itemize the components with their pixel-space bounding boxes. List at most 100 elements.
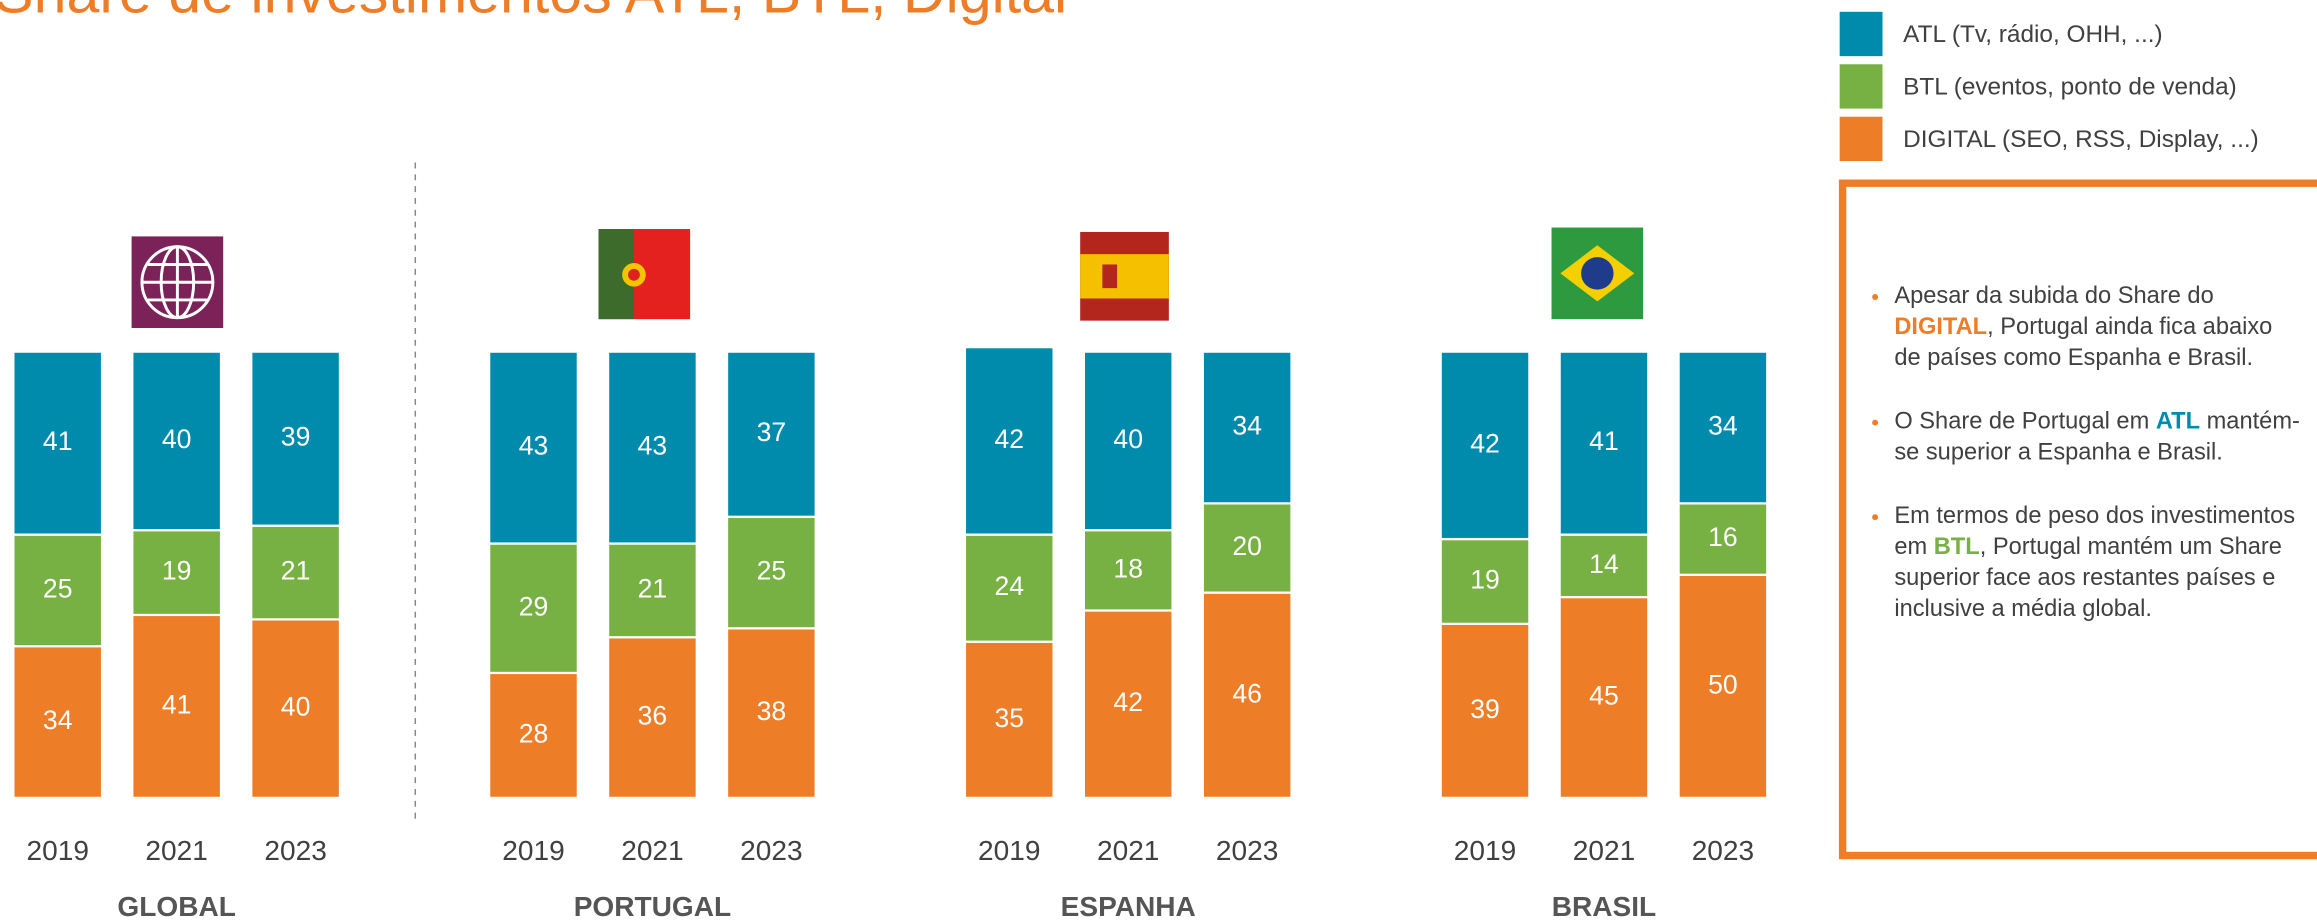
data-label: 36 (638, 701, 668, 731)
group-label: ESPANHA (1061, 891, 1196, 922)
group-label: PORTUGAL (574, 891, 731, 922)
data-label: 39 (281, 422, 311, 452)
note-keyword: BTL (1933, 534, 1980, 560)
bar-segment (1439, 622, 1531, 799)
globe-icon (131, 236, 224, 329)
bar-segment (963, 533, 1055, 643)
data-label: 19 (1470, 564, 1500, 594)
x-tick-label: 2021 (145, 835, 207, 866)
x-tick-label: 2023 (1692, 835, 1754, 866)
data-label: 24 (994, 571, 1024, 601)
data-label: 21 (281, 556, 311, 586)
bar-segment (725, 350, 817, 518)
bar-segment (131, 350, 223, 532)
data-label: 41 (162, 689, 192, 719)
data-label: 34 (1232, 411, 1262, 441)
data-label: 20 (1232, 531, 1262, 561)
note-text: mantém-se superior a Espanha e Brasil. (1894, 409, 2300, 466)
data-label: 50 (1708, 669, 1738, 699)
data-label: 18 (1113, 553, 1143, 583)
legend-label: ATL (Tv, rádio, OHH, ...) (1903, 21, 2162, 48)
bar-segment (1439, 350, 1531, 541)
x-tick-label: 2021 (1573, 835, 1635, 866)
bar-segment (1082, 529, 1174, 612)
group-label: BRASIL (1552, 891, 1656, 922)
bar-segment (488, 671, 579, 799)
flag-brazil (1551, 227, 1644, 320)
bar-segment (488, 542, 579, 675)
note-item: Em termos de peso dos investimentos em B… (1894, 501, 2302, 625)
group-label: GLOBAL (117, 891, 235, 922)
notes-box (1838, 179, 2317, 860)
data-label: 25 (43, 573, 73, 603)
data-label: 41 (43, 426, 73, 456)
data-label: 46 (1232, 678, 1262, 708)
bar-segment (250, 524, 342, 621)
bar-segment (606, 542, 698, 639)
x-tick-label: 2021 (621, 835, 683, 866)
bar-segment (963, 640, 1055, 799)
data-label: 40 (1113, 424, 1143, 454)
x-tick-label: 2023 (264, 835, 326, 866)
note-text: , Portugal mantém um Share superior face… (1894, 534, 2282, 623)
note-keyword: ATL (2155, 409, 2201, 435)
note-item: Apesar da subida do Share do DIGITAL, Po… (1894, 281, 2302, 374)
bar-segment (1558, 350, 1650, 536)
bar-segment (725, 515, 817, 630)
bar-segment (1201, 502, 1293, 594)
flag-spain (1080, 231, 1169, 321)
data-label: 43 (638, 431, 668, 461)
data-label: 19 (162, 556, 192, 586)
data-label: 43 (519, 431, 549, 461)
data-label: 39 (1470, 694, 1500, 724)
data-label: 35 (994, 703, 1024, 733)
legend-swatch (1839, 116, 1883, 162)
bar-segment (963, 346, 1055, 536)
legend-label: DIGITAL (SEO, RSS, Display, ...) (1903, 126, 2259, 153)
data-label: 37 (757, 417, 787, 447)
data-label: 38 (757, 696, 787, 726)
flag-portugal (598, 229, 691, 320)
x-tick-label: 2019 (26, 835, 88, 866)
legend-swatch (1839, 11, 1883, 57)
bar-segment (250, 350, 342, 527)
bar-segment (12, 350, 104, 536)
data-label: 42 (1113, 687, 1143, 717)
legend-label: BTL (eventos, ponto de venda) (1903, 73, 2237, 100)
bar-segment (1439, 537, 1531, 625)
data-label: 25 (757, 556, 787, 586)
data-label: 42 (1470, 428, 1500, 458)
bar-segment (131, 529, 223, 617)
data-label: 34 (43, 705, 73, 735)
note-text: , Portugal ainda fica abaixo de países c… (1894, 314, 2273, 371)
x-tick-label: 2019 (502, 835, 564, 866)
note-text: Apesar da subida do Share do (1894, 283, 2214, 309)
note-item: O Share de Portugal em ATL mantém-se sup… (1894, 406, 2302, 468)
data-label: 40 (162, 424, 192, 454)
x-tick-label: 2023 (1216, 835, 1278, 866)
x-tick-label: 2019 (978, 835, 1040, 866)
bar-segment (606, 350, 698, 545)
data-label: 42 (994, 424, 1024, 454)
x-tick-label: 2023 (740, 835, 802, 866)
data-label: 45 (1589, 681, 1619, 711)
data-label: 41 (1589, 426, 1619, 456)
bar-segment (1558, 533, 1650, 599)
bar-segment (1677, 573, 1769, 799)
data-label: 40 (281, 692, 311, 722)
data-label: 16 (1708, 522, 1738, 552)
data-label: 14 (1589, 549, 1619, 579)
note-keyword: DIGITAL (1894, 314, 1988, 340)
bar-segment (1201, 350, 1293, 505)
bar-segment (1082, 350, 1174, 532)
data-label: 21 (638, 573, 668, 603)
legend-swatch (1839, 64, 1883, 109)
x-tick-label: 2019 (1454, 835, 1516, 866)
data-label: 29 (519, 591, 549, 621)
notes: Apesar da subida do Share do DIGITAL, Po… (1859, 281, 2302, 842)
bar-segment (488, 350, 579, 545)
bar-segment (131, 613, 223, 799)
data-label: 34 (1708, 411, 1738, 441)
note-text: O Share de Portugal em (1894, 409, 2156, 435)
